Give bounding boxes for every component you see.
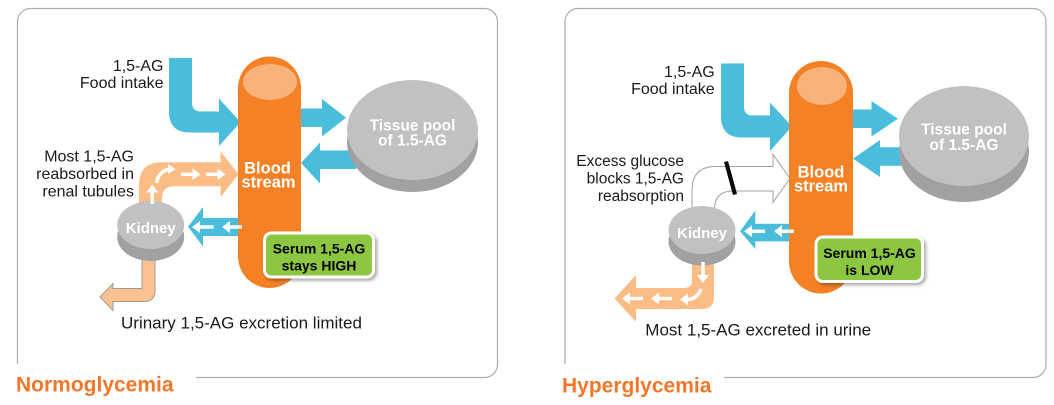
svg-text:Food intake: Food intake: [631, 81, 715, 98]
svg-text:Normoglycemia: Normoglycemia: [16, 374, 174, 397]
svg-text:Kidney: Kidney: [677, 225, 728, 242]
svg-text:Most 1,5-AG excreted in urine: Most 1,5-AG excreted in urine: [645, 321, 871, 340]
svg-text:reabsorbed in: reabsorbed in: [36, 166, 134, 183]
svg-text:Food intake: Food intake: [80, 75, 164, 92]
svg-text:Most 1,5-AG: Most 1,5-AG: [44, 148, 134, 165]
svg-text:Tissue pool: Tissue pool: [921, 122, 1007, 139]
svg-text:Urinary 1,5-AG excretion limit: Urinary 1,5-AG excretion limited: [121, 314, 362, 333]
svg-text:Serum 1,5-AG: Serum 1,5-AG: [823, 245, 916, 261]
svg-text:Blood: Blood: [798, 163, 845, 181]
svg-text:stays HIGH: stays HIGH: [282, 258, 357, 274]
svg-text:renal tubules: renal tubules: [42, 184, 134, 201]
svg-text:1,5-AG: 1,5-AG: [113, 58, 164, 75]
svg-text:stream: stream: [794, 178, 848, 196]
svg-text:blocks 1,5-AG: blocks 1,5-AG: [587, 171, 684, 188]
svg-text:is LOW: is LOW: [845, 262, 894, 278]
svg-text:reabsorption: reabsorption: [598, 188, 684, 205]
svg-text:of 1.5-AG: of 1.5-AG: [930, 137, 999, 154]
svg-text:of 1.5-AG: of 1.5-AG: [378, 133, 447, 150]
svg-text:1,5-AG: 1,5-AG: [664, 64, 715, 81]
svg-text:Excess glucose: Excess glucose: [576, 153, 684, 170]
svg-text:Kidney: Kidney: [126, 220, 177, 237]
svg-text:stream: stream: [241, 173, 295, 191]
svg-text:Blood: Blood: [244, 160, 291, 178]
svg-text:Serum 1,5-AG: Serum 1,5-AG: [273, 241, 366, 257]
svg-text:Hyperglycemia: Hyperglycemia: [562, 375, 712, 398]
svg-text:Tissue pool: Tissue pool: [370, 117, 456, 134]
